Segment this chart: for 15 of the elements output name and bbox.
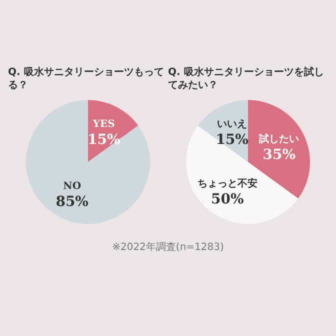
pie-slice [26,100,150,224]
pie-slice [248,100,310,198]
slice-label: YES [92,118,115,130]
text: ※2022年調査(n=1283) [111,240,225,254]
slice-label: 試したい [258,133,300,146]
data-label: 50% [211,191,244,208]
slice-label: いいえ [217,118,248,130]
data-label: 15% [216,132,249,148]
data-label: 85% [56,194,89,210]
chart-title: Q. 吸水サニタリーショーツを試してみたい？ [168,66,325,92]
chart-title: Q. 吸水サニタリーショーツもってる？ [8,66,165,92]
data-label: 15% [87,132,120,148]
data-label: 35% [262,147,296,164]
slice-label: NO [63,181,82,192]
slice-label: ちょっと不安 [197,177,258,190]
